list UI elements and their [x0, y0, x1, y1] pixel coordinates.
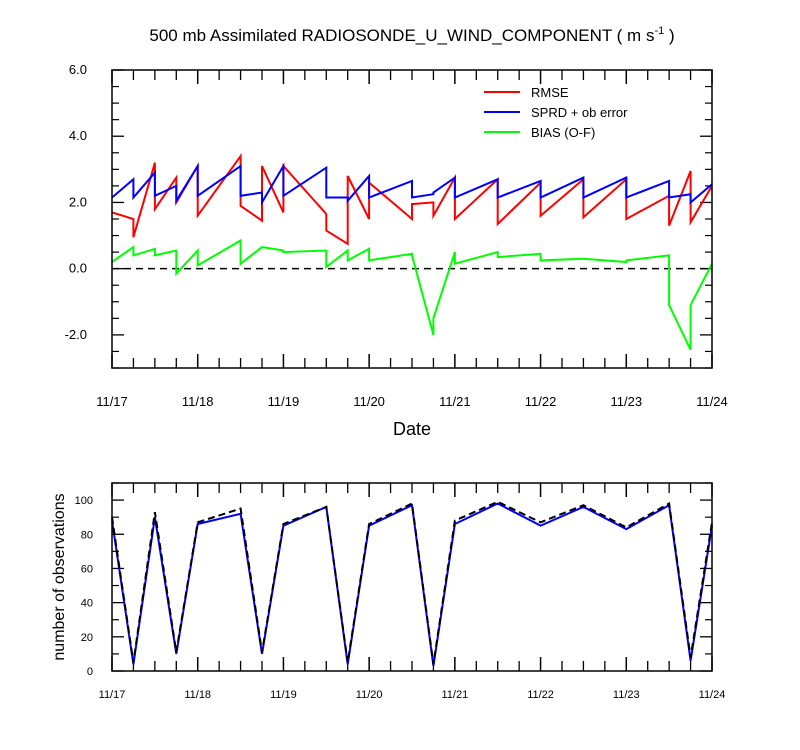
bottom-plot-area: 11/17 11/18 11/19 11/20 11/21 11/22 11/23 11/24… — [75, 482, 726, 701]
bottom-x-tick-label: 11/17 — [99, 689, 126, 701]
top-y-tick-label: 0.0 — [69, 261, 87, 276]
bottom-y-tick-label: 80 — [81, 529, 93, 541]
legend-rmse-label: RMSE — [531, 85, 569, 100]
bottom-x-tick-label: 11/18 — [184, 689, 211, 701]
bottom-x-tick-label: 11/24 — [699, 689, 726, 701]
top-legend: RMSE SPRD + ob error BIAS (O-F) — [484, 85, 628, 140]
top-series-sprd-ob-error — [111, 162, 713, 207]
bottom-y-tick-label: 20 — [81, 632, 93, 644]
bottom-series-assimilated — [111, 502, 713, 667]
top-y-tick-label: 2.0 — [69, 194, 87, 209]
top-x-tick-label: 11/24 — [696, 394, 728, 409]
bottom-series-possible — [111, 500, 713, 665]
bottom-y-tick-label: 60 — [81, 563, 93, 575]
bottom-x-tick-label: 11/20 — [356, 689, 383, 701]
top-x-tick-label: 11/20 — [353, 394, 385, 409]
legend-bias-label: BIAS (O-F) — [531, 125, 595, 140]
bottom-x-tick-label: 11/19 — [270, 689, 297, 701]
top-x-tick-label: 11/22 — [525, 394, 557, 409]
top-plot-area: 11/17 11/18 11/19 11/20 11/21 11/22 11/23 11/24… — [65, 62, 728, 409]
bottom-x-tick-label: 11/21 — [441, 689, 468, 701]
top-x-axis-label: Date — [393, 419, 431, 439]
top-chart: 500 mb Assimilated RADIOSONDE_U_WIND_COM… — [65, 25, 728, 439]
top-plot-frame — [111, 69, 713, 369]
top-x-tick-label: 11/23 — [610, 394, 642, 409]
bottom-chart: 11/17 11/18 11/19 11/20 11/21 11/22 11/23 11/24… — [51, 482, 726, 701]
top-x-tick-label: 11/19 — [268, 394, 300, 409]
chart-title-main: 500 mb Assimilated RADIOSONDE_U_WIND_COM… — [149, 26, 654, 45]
bottom-x-tick-label: 11/22 — [527, 689, 554, 701]
legend-sprd-label: SPRD + ob error — [531, 105, 628, 120]
top-y-tick-label: 4.0 — [69, 128, 87, 143]
top-y-tick-label: -2.0 — [65, 327, 87, 342]
bottom-plot-frame — [111, 482, 713, 672]
top-y-tick-label: 6.0 — [69, 62, 87, 77]
top-x-tick-label: 11/17 — [96, 394, 128, 409]
top-x-tick-label: 11/21 — [439, 394, 471, 409]
bottom-y-axis-label: number of observations — [51, 493, 68, 660]
chart-title-superscript: -1 — [654, 25, 664, 37]
bottom-x-tick-label: 11/23 — [613, 689, 640, 701]
top-series-rmse — [111, 152, 713, 246]
top-x-tick-label: 11/18 — [182, 394, 214, 409]
bottom-y-tick-label: 40 — [81, 598, 93, 610]
chart-title-end: ) — [664, 26, 674, 45]
chart-title: 500 mb Assimilated RADIOSONDE_U_WIND_COM… — [149, 25, 674, 45]
bottom-y-tick-label: 0 — [87, 666, 93, 678]
bottom-y-tick-label: 100 — [75, 495, 93, 507]
top-series-bias-o-f — [111, 238, 713, 351]
